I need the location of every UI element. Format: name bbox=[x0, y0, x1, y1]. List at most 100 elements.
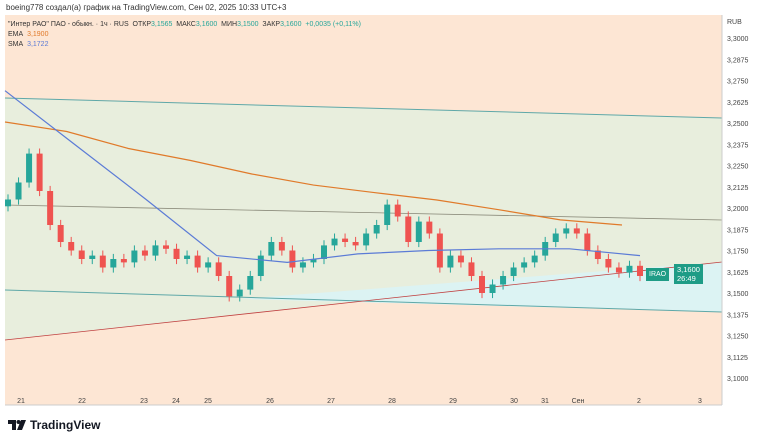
candle bbox=[205, 262, 212, 268]
y-tick-label: 3,1375 bbox=[727, 312, 749, 319]
x-tick-label: 23 bbox=[140, 398, 148, 405]
sma-line[interactable] bbox=[4, 90, 641, 264]
candle bbox=[310, 259, 317, 263]
candle bbox=[521, 262, 528, 268]
candle bbox=[373, 225, 380, 234]
candle bbox=[15, 182, 22, 200]
sma-label[interactable]: SMA bbox=[8, 41, 24, 48]
candle bbox=[352, 242, 359, 246]
ticker-tag: IRAO bbox=[646, 268, 670, 281]
candle bbox=[247, 276, 254, 290]
x-tick-label: 31 bbox=[541, 398, 549, 405]
x-tick-label: 2 bbox=[637, 398, 641, 405]
tradingview-logo-icon bbox=[8, 420, 26, 430]
y-tick-label: 3,2000 bbox=[727, 206, 749, 213]
y-tick-label: 3,2375 bbox=[727, 142, 749, 149]
candle bbox=[342, 238, 349, 242]
candle bbox=[110, 259, 117, 268]
candle bbox=[68, 242, 75, 251]
candle bbox=[468, 262, 475, 276]
candle bbox=[299, 262, 306, 268]
upper-zone bbox=[5, 15, 722, 118]
y-tick-label: 3,2875 bbox=[727, 57, 749, 64]
candle bbox=[615, 267, 622, 273]
candle bbox=[278, 242, 285, 251]
candle bbox=[479, 276, 485, 293]
mid-channel-line[interactable] bbox=[4, 204, 723, 221]
y-tick-label: 3,2750 bbox=[727, 79, 749, 86]
candle bbox=[268, 242, 275, 256]
candle bbox=[573, 228, 580, 234]
ema-label[interactable]: EMA bbox=[8, 31, 24, 38]
y-tick-label: 3,1250 bbox=[727, 334, 749, 341]
candle bbox=[552, 233, 559, 242]
x-tick-label: 24 bbox=[172, 398, 180, 405]
sma-value: 3,1722 bbox=[27, 41, 49, 48]
candle bbox=[363, 233, 370, 246]
high-value: 3,1600 bbox=[195, 21, 218, 28]
candle bbox=[215, 262, 222, 276]
close-value: 3,1600 bbox=[280, 21, 302, 28]
candle bbox=[584, 233, 591, 251]
change-value: +0,0035 (+0,11%) bbox=[305, 21, 361, 28]
candle bbox=[626, 265, 633, 273]
y-tick-label: 3,3000 bbox=[727, 36, 749, 43]
x-tick-label: Сен bbox=[572, 398, 585, 405]
candle bbox=[637, 265, 643, 276]
x-tick-label: 3 bbox=[698, 398, 702, 405]
last-price-label: 3,1600 26:49 bbox=[674, 264, 703, 284]
candle bbox=[321, 245, 327, 259]
x-tick-label: 21 bbox=[17, 398, 25, 405]
currency-label: RUB bbox=[727, 19, 742, 26]
ema-line[interactable] bbox=[4, 121, 623, 226]
y-tick-label: 3,1750 bbox=[727, 249, 749, 256]
candle bbox=[531, 255, 538, 263]
candle bbox=[415, 221, 422, 242]
candle bbox=[173, 248, 180, 259]
last-price: 3,1600 bbox=[677, 265, 700, 274]
candle bbox=[489, 284, 496, 293]
candle bbox=[257, 255, 264, 276]
symbol-name[interactable]: "Интер РАО" ПАО - обыкн. · 1ч · RUS bbox=[8, 21, 129, 28]
open-label: ОТКР bbox=[132, 21, 151, 28]
candle bbox=[426, 221, 433, 234]
candle bbox=[120, 259, 127, 263]
candle bbox=[57, 225, 64, 242]
candle bbox=[141, 250, 148, 256]
y-tick-label: 3,1500 bbox=[727, 291, 749, 298]
candle bbox=[47, 191, 54, 225]
low-label: МИН bbox=[221, 21, 238, 28]
candle bbox=[384, 204, 391, 225]
candle bbox=[500, 276, 507, 285]
candle bbox=[236, 289, 243, 297]
x-tick-label: 22 bbox=[78, 398, 86, 405]
y-tick-label: 3,2125 bbox=[727, 185, 749, 192]
y-tick-label: 3,1625 bbox=[727, 270, 749, 277]
y-tick-label: 3,1875 bbox=[727, 227, 749, 234]
candle bbox=[447, 255, 454, 268]
brand-name: TradingView bbox=[30, 418, 101, 432]
candle bbox=[563, 228, 570, 234]
candle bbox=[226, 276, 233, 297]
trend-line[interactable] bbox=[4, 261, 723, 341]
candle bbox=[89, 255, 96, 259]
candle bbox=[594, 250, 601, 259]
x-tick-label: 28 bbox=[388, 398, 396, 405]
candle bbox=[131, 250, 138, 263]
y-tick-label: 3,2500 bbox=[727, 121, 749, 128]
y-tick-label: 3,1000 bbox=[727, 376, 749, 383]
header-caption: boeing778 создал(а) график на TradingVie… bbox=[6, 3, 287, 12]
upper-channel-line[interactable] bbox=[4, 97, 723, 119]
candle bbox=[605, 259, 612, 268]
candle bbox=[289, 250, 296, 268]
candle bbox=[152, 245, 159, 256]
x-tick-label: 27 bbox=[327, 398, 335, 405]
candle bbox=[405, 216, 412, 242]
tradingview-logo[interactable]: TradingView bbox=[8, 418, 100, 432]
high-label: МАКС bbox=[176, 21, 196, 28]
candle bbox=[5, 199, 11, 207]
close-label: ЗАКР bbox=[262, 21, 281, 28]
candle bbox=[99, 255, 106, 268]
candle bbox=[331, 238, 338, 246]
